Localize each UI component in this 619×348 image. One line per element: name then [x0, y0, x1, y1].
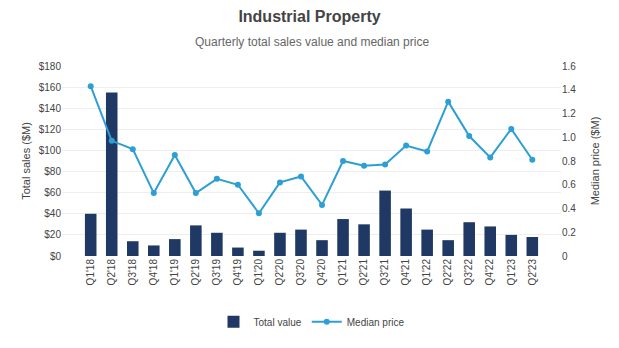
svg-text:Q4'18: Q4'18: [148, 259, 159, 286]
svg-text:Q1'19: Q1'19: [169, 259, 180, 286]
svg-text:0: 0: [562, 251, 568, 262]
svg-text:0.4: 0.4: [562, 203, 576, 214]
svg-text:$100: $100: [39, 145, 62, 156]
svg-text:Q2'23: Q2'23: [527, 259, 538, 286]
svg-text:Q4'20: Q4'20: [316, 259, 327, 286]
svg-text:Q3'21: Q3'21: [379, 259, 390, 286]
svg-text:0.2: 0.2: [562, 227, 576, 238]
svg-text:0.8: 0.8: [562, 156, 576, 167]
svg-text:Q3'20: Q3'20: [295, 259, 306, 286]
svg-text:Q4'19: Q4'19: [232, 259, 243, 286]
svg-text:1.0: 1.0: [562, 132, 576, 143]
svg-text:Q2'18: Q2'18: [106, 259, 117, 286]
svg-text:$140: $140: [39, 103, 62, 114]
svg-text:Median price ($M): Median price ($M): [589, 117, 601, 206]
svg-text:Quarterly total sales value an: Quarterly total sales value and median p…: [195, 35, 429, 49]
svg-text:Q2'22: Q2'22: [442, 259, 453, 286]
svg-text:$120: $120: [39, 124, 62, 135]
svg-text:1.6: 1.6: [562, 61, 576, 72]
svg-text:Q1'23: Q1'23: [506, 259, 517, 286]
svg-text:1.2: 1.2: [562, 108, 576, 119]
svg-text:Q3'18: Q3'18: [127, 259, 138, 286]
svg-text:Q2'19: Q2'19: [190, 259, 201, 286]
svg-text:Q1'20: Q1'20: [253, 259, 264, 286]
svg-text:Q2'21: Q2'21: [358, 259, 369, 286]
svg-text:Q3'22: Q3'22: [463, 259, 474, 286]
svg-text:Q2'20: Q2'20: [274, 259, 285, 286]
svg-text:Total value: Total value: [254, 317, 302, 328]
svg-text:$80: $80: [44, 166, 61, 177]
svg-text:Q1'18: Q1'18: [85, 259, 96, 286]
svg-text:0.6: 0.6: [562, 179, 576, 190]
svg-text:Total sales ($M): Total sales ($M): [20, 122, 32, 200]
svg-text:$40: $40: [44, 208, 61, 219]
svg-text:Q4'22: Q4'22: [484, 259, 495, 286]
svg-text:Industrial Property: Industrial Property: [238, 8, 380, 25]
svg-text:$180: $180: [39, 61, 62, 72]
svg-text:1.4: 1.4: [562, 84, 576, 95]
svg-text:Q1'21: Q1'21: [337, 259, 348, 286]
svg-text:Median price: Median price: [347, 317, 405, 328]
svg-text:Q3'19: Q3'19: [211, 259, 222, 286]
svg-text:$0: $0: [50, 251, 62, 262]
svg-text:$20: $20: [44, 229, 61, 240]
svg-text:$160: $160: [39, 82, 62, 93]
svg-text:$60: $60: [44, 187, 61, 198]
svg-text:Q1'22: Q1'22: [421, 259, 432, 286]
svg-text:Q4'21: Q4'21: [400, 259, 411, 286]
